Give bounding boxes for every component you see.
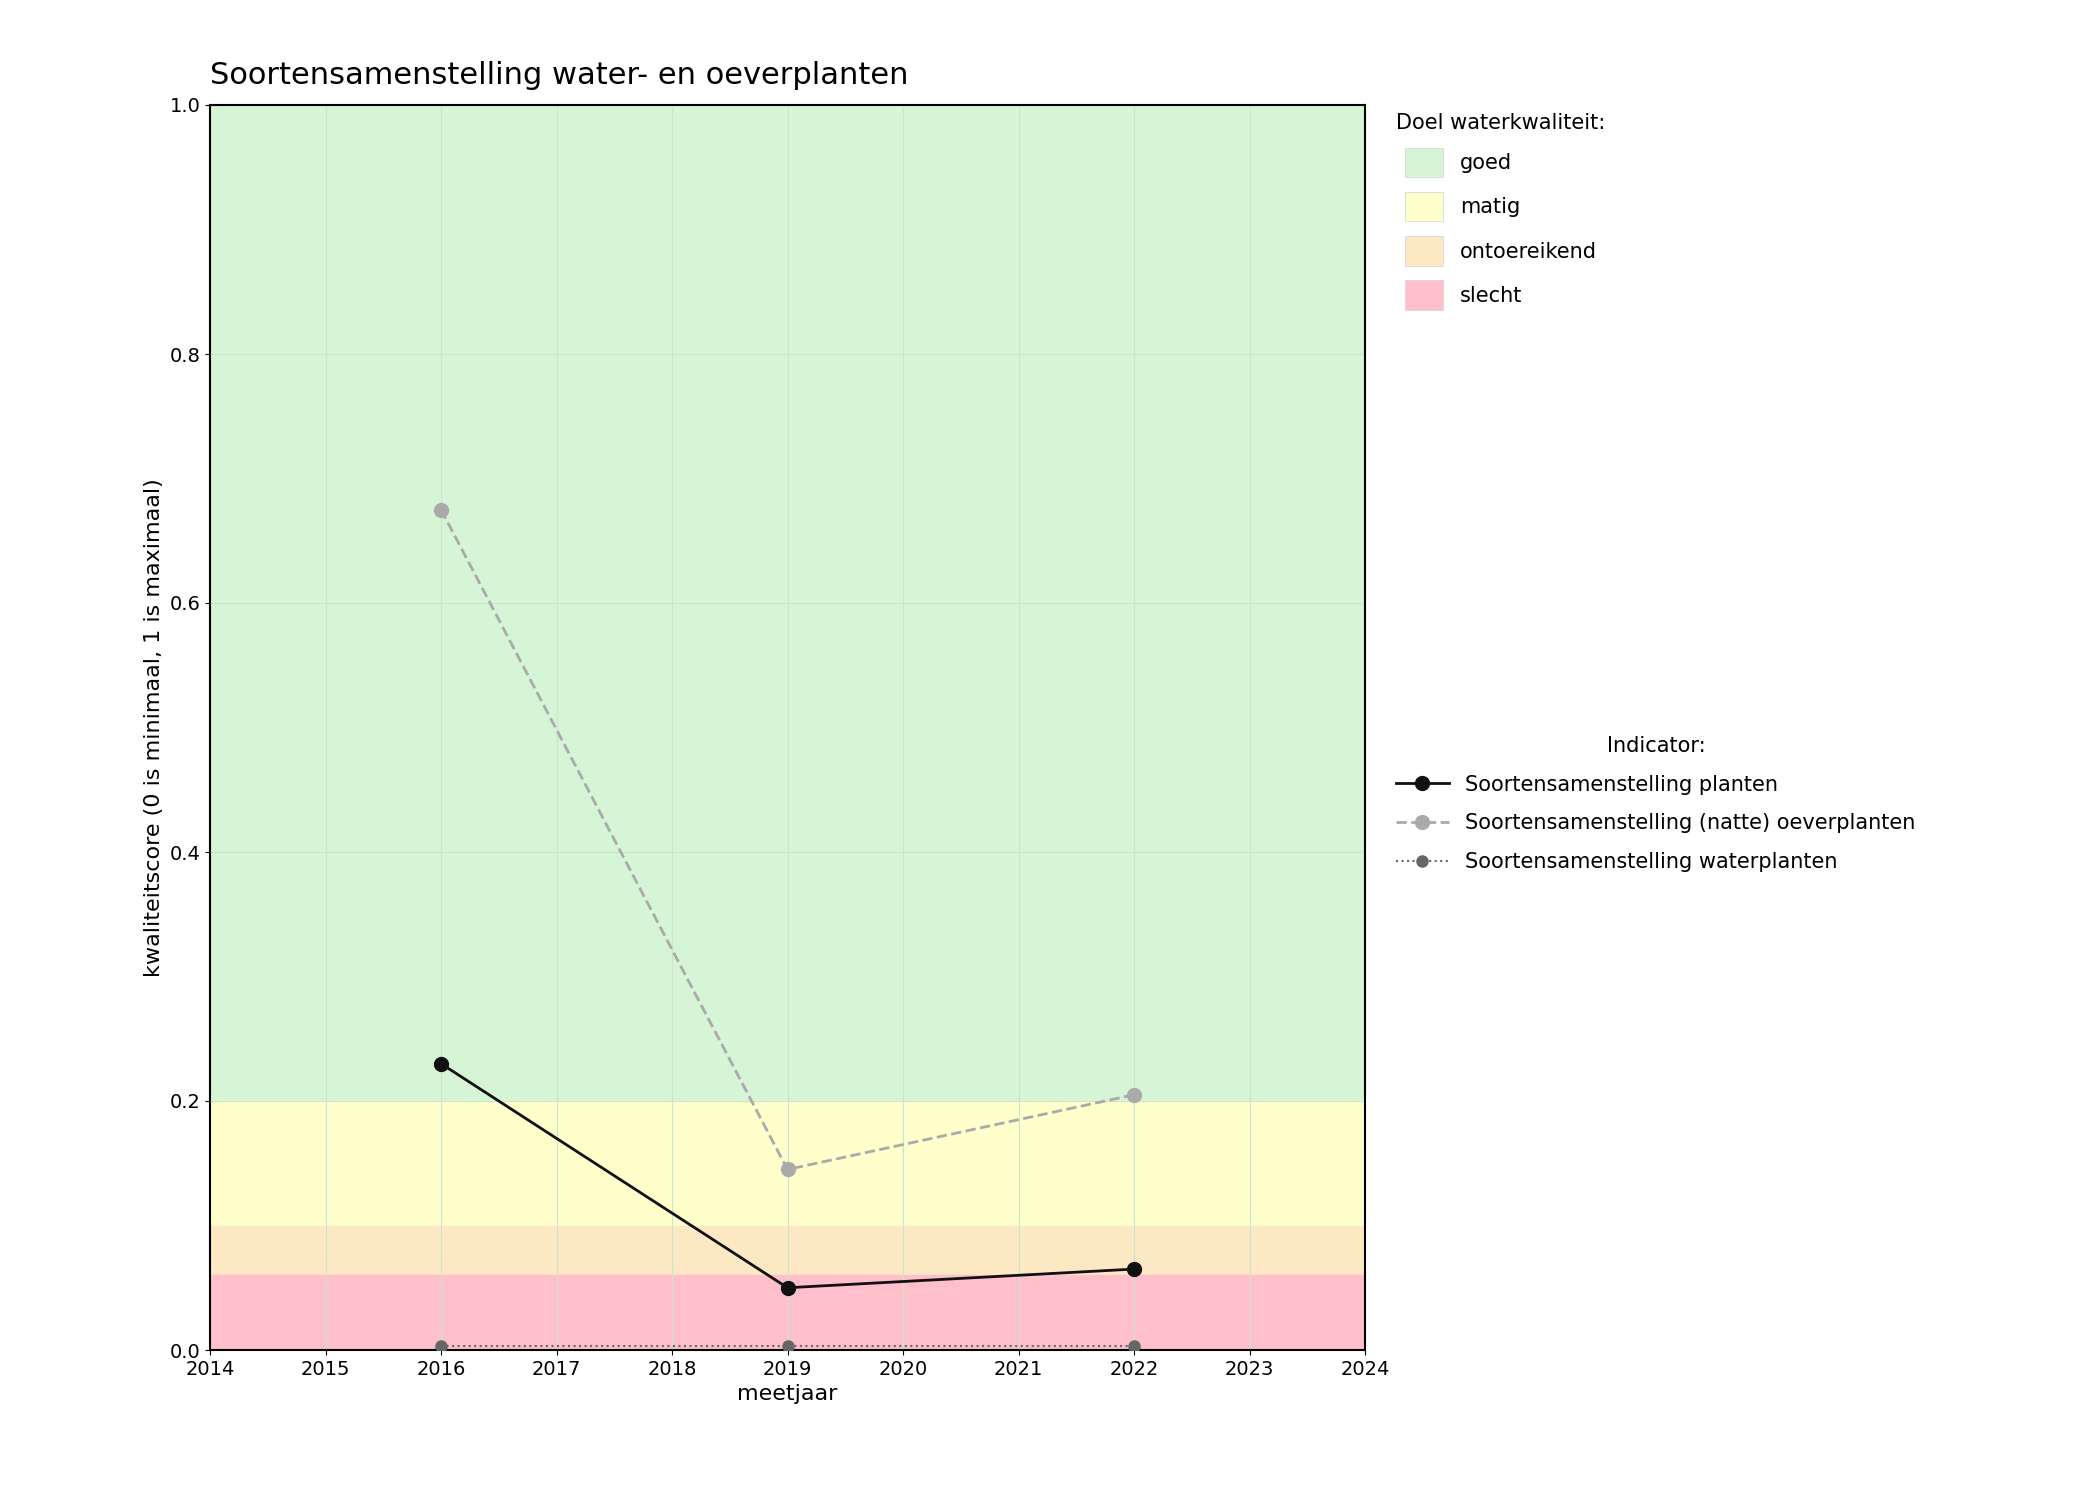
Y-axis label: kwaliteitscore (0 is minimaal, 1 is maximaal): kwaliteitscore (0 is minimaal, 1 is maxi… xyxy=(143,478,164,976)
Bar xyxy=(210,1101,1365,1226)
Bar xyxy=(210,1275,1365,1350)
Text: Soortensamenstelling water- en oeverplanten: Soortensamenstelling water- en oeverplan… xyxy=(210,62,909,90)
Legend: Soortensamenstelling planten, Soortensamenstelling (natte) oeverplanten, Soorten: Soortensamenstelling planten, Soortensam… xyxy=(1388,728,1924,880)
X-axis label: meetjaar: meetjaar xyxy=(737,1384,838,1404)
Bar xyxy=(210,1226,1365,1275)
Bar xyxy=(210,105,1365,1101)
